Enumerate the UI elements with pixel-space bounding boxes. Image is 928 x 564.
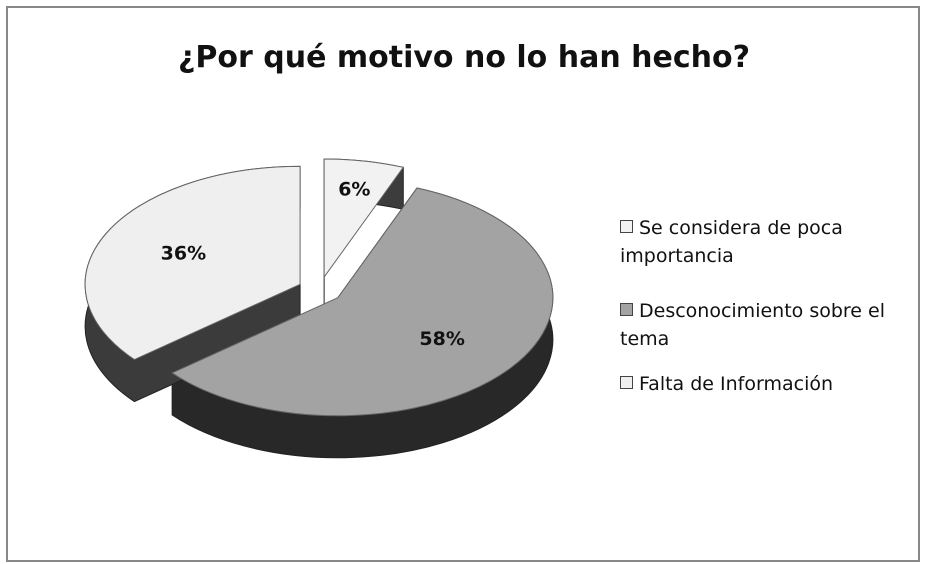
chart-title: ¿Por qué motivo no lo han hecho? [178, 40, 750, 75]
slice [171, 187, 554, 417]
legend-item: Falta de Información [620, 370, 920, 398]
legend-label: Desconocimiento sobre el tema [620, 300, 885, 350]
legend-item: Desconocimiento sobre el tema [620, 297, 920, 353]
legend-item: Se considera de poca importancia [620, 214, 920, 270]
data-label: 58% [419, 328, 464, 350]
legend-swatch [620, 376, 633, 389]
legend-label: Se considera de poca importancia [620, 217, 843, 267]
data-label: 36% [161, 243, 206, 265]
data-label: 6% [338, 179, 370, 201]
legend-swatch [620, 220, 633, 233]
slice [323, 158, 405, 279]
legend-label: Falta de Información [639, 373, 834, 395]
slice [84, 165, 301, 361]
legend-swatch [620, 303, 633, 316]
